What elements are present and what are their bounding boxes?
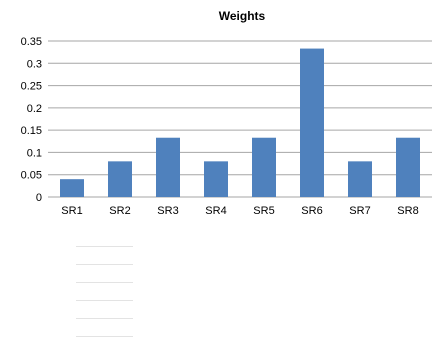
bar-sr5	[252, 137, 276, 197]
y-tick-label: 0.2	[27, 103, 42, 115]
bar-sr2	[108, 161, 132, 197]
chart-title: Weights	[219, 9, 266, 23]
bars	[60, 48, 420, 197]
table-line	[76, 318, 133, 319]
x-tick-label: SR8	[397, 205, 418, 217]
table-line	[76, 246, 133, 247]
x-tick-label: SR6	[301, 205, 322, 217]
x-tick-label: SR4	[205, 205, 226, 217]
x-tick-label: SR3	[157, 205, 178, 217]
empty-table-lines	[76, 246, 133, 354]
y-axis-ticks: 0 0.05 0.1 0.15 0.2 0.25 0.3 0.35	[21, 36, 42, 204]
x-tick-label: SR7	[349, 205, 370, 217]
table-line	[76, 282, 133, 283]
x-tick-label: SR5	[253, 205, 274, 217]
y-tick-label: 0.1	[27, 147, 42, 159]
y-tick-label: 0.15	[21, 125, 42, 137]
bar-sr4	[204, 161, 228, 197]
bar-sr3	[156, 137, 180, 197]
y-tick-label: 0.35	[21, 36, 42, 48]
y-tick-label: 0	[36, 192, 42, 204]
table-line	[76, 336, 133, 337]
bar-sr6	[300, 48, 324, 197]
y-tick-label: 0.25	[21, 81, 42, 93]
y-tick-label: 0.05	[21, 170, 42, 182]
table-line	[76, 300, 133, 301]
x-tick-label: SR1	[61, 205, 82, 217]
gridlines	[48, 40, 432, 198]
y-tick-label: 0.3	[27, 58, 42, 70]
x-tick-label: SR2	[109, 205, 130, 217]
table-line	[76, 264, 133, 265]
x-axis-ticks: SR1 SR2 SR3 SR4 SR5 SR6 SR7 SR8	[61, 205, 418, 217]
bar-sr1	[60, 179, 84, 197]
bar-sr8	[396, 137, 420, 197]
bar-sr7	[348, 161, 372, 197]
